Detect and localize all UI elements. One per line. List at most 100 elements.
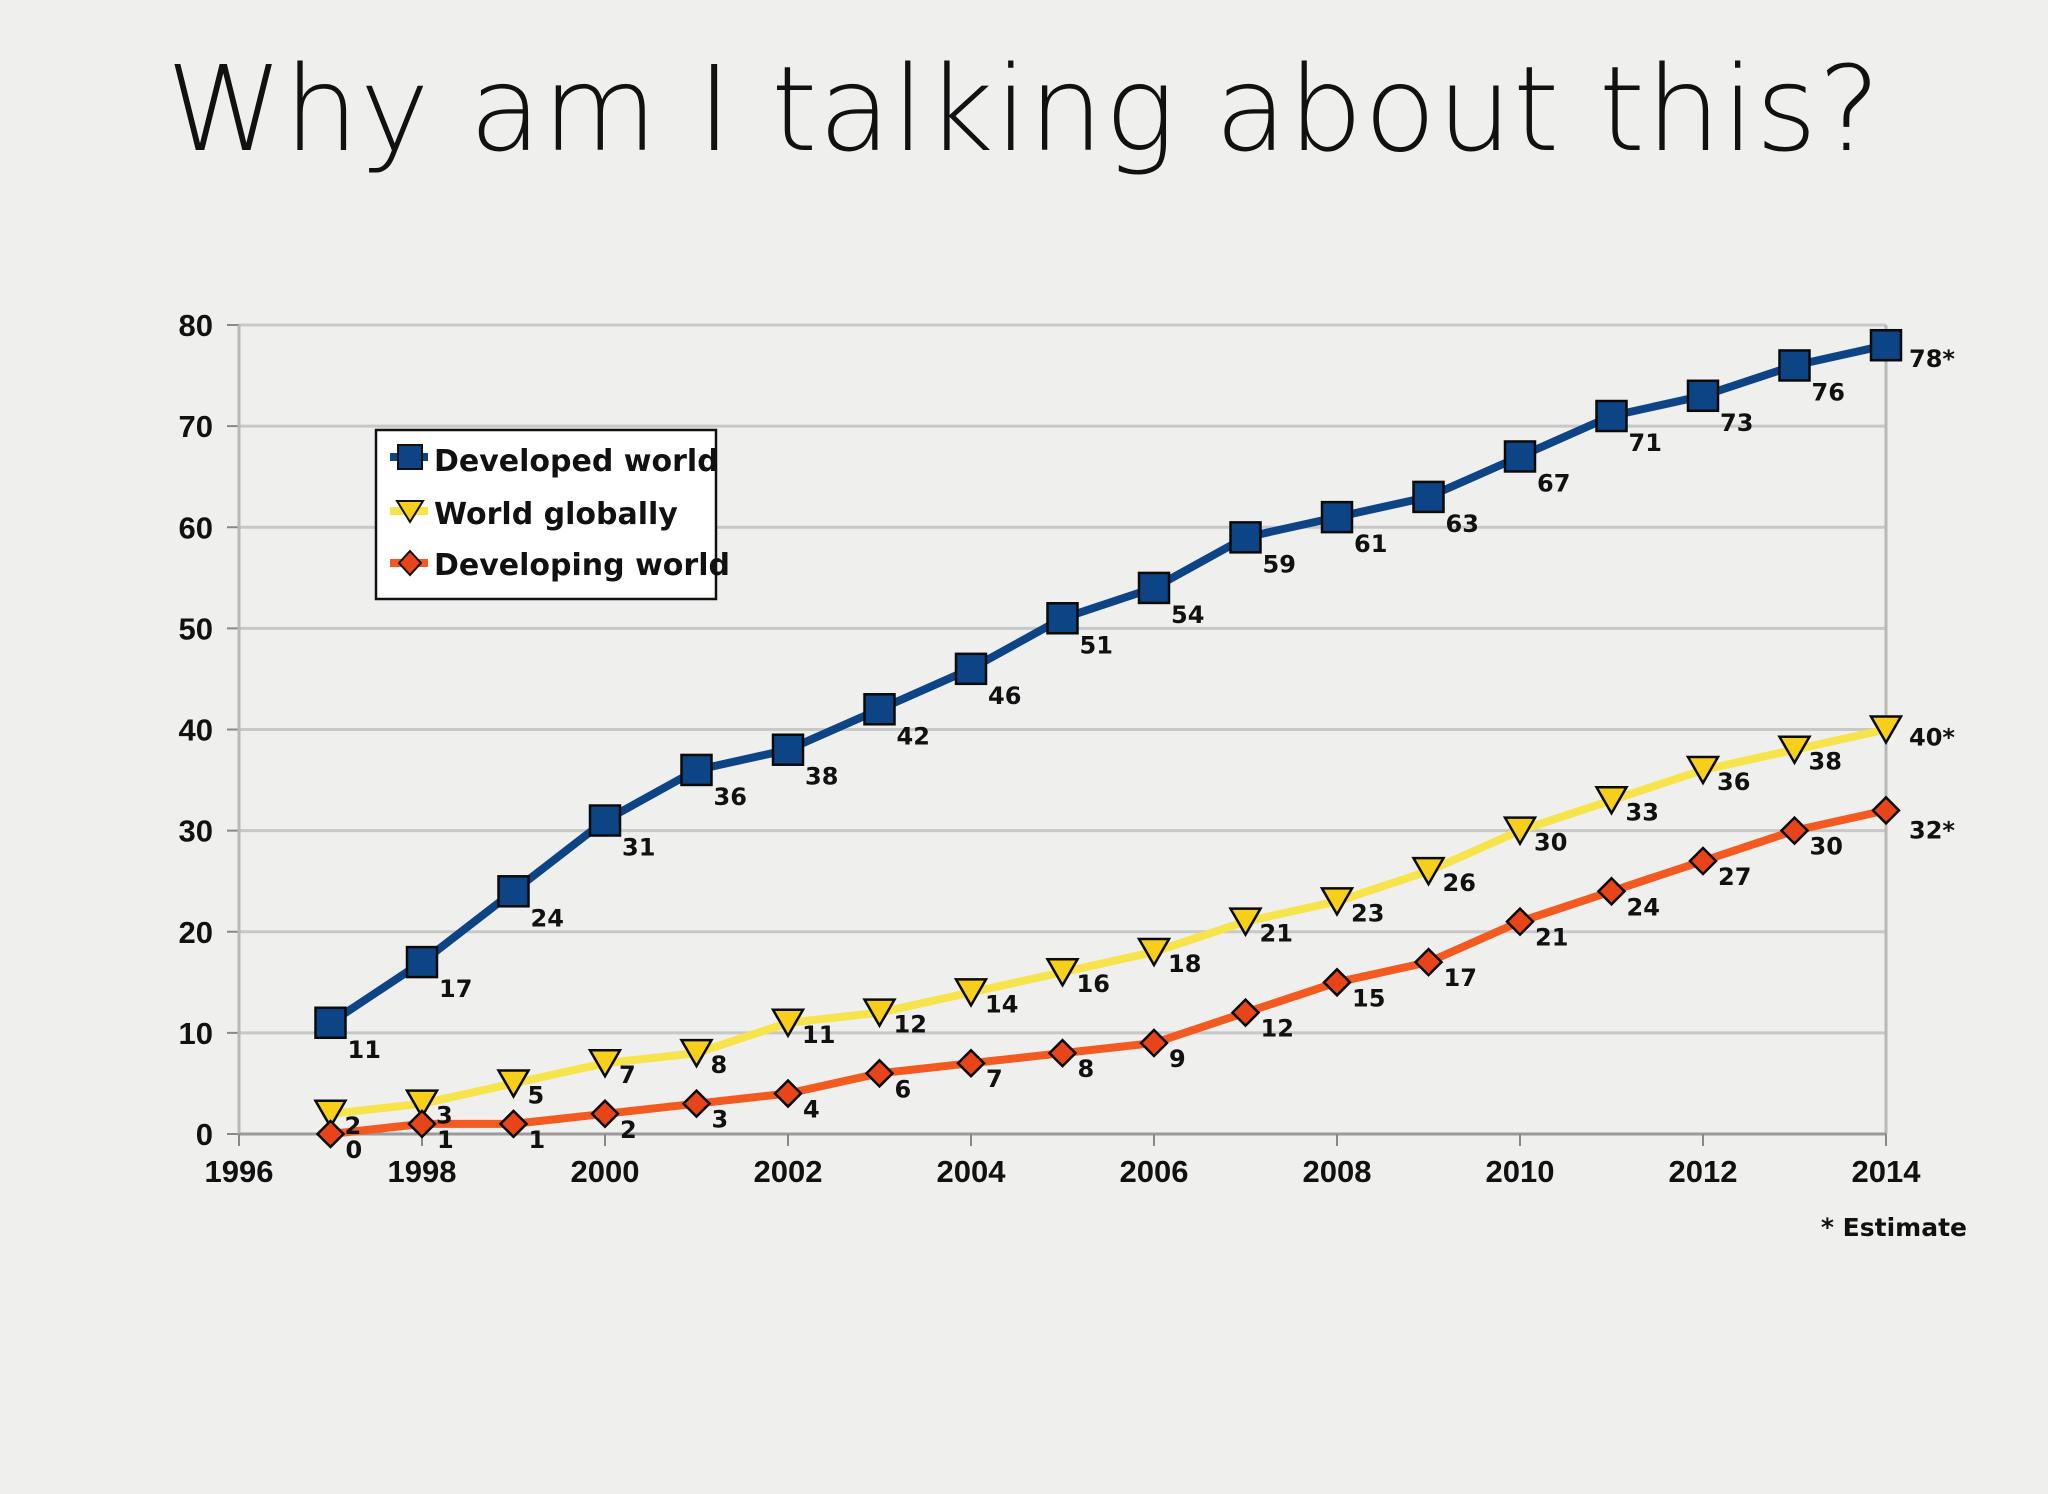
y-tick-label: 40: [179, 713, 213, 748]
y-tick-label: 70: [179, 409, 213, 444]
marker-developing: [407, 1109, 437, 1139]
marker-globally: [496, 1069, 531, 1099]
y-tick-label: 0: [196, 1117, 213, 1152]
marker-globally: [1045, 957, 1080, 988]
data-label-developing: 3: [712, 1106, 729, 1134]
data-label-globally: 23: [1351, 899, 1384, 927]
data-label-developing: 30: [1810, 833, 1843, 861]
marker-developed: [314, 1006, 347, 1040]
data-label-developed: 36: [714, 783, 747, 811]
y-tick-label: 10: [179, 1016, 213, 1051]
x-tick-label: 2006: [1120, 1154, 1189, 1189]
legend-diamond-marker-icon: [397, 549, 423, 577]
data-label-developing: 8: [1078, 1055, 1095, 1083]
marker-globally: [1594, 786, 1629, 816]
y-tick-label: 80: [179, 308, 213, 343]
series-line-developing: [326, 806, 1890, 1138]
marker-globally: [679, 1038, 714, 1069]
data-label-developing: 27: [1718, 863, 1751, 891]
marker-developed: [771, 733, 805, 766]
legend-triangle-marker-icon: [395, 500, 425, 524]
marker-globally: [1502, 816, 1538, 847]
marker-developing: [1139, 1028, 1169, 1058]
data-label-globally: 5: [528, 1081, 545, 1109]
data-label-developing: 17: [1444, 964, 1477, 992]
x-tick-label: 2008: [1303, 1154, 1372, 1189]
data-label-developing: 6: [895, 1075, 912, 1103]
marker-developing: [1505, 906, 1535, 937]
data-label-globally: 38: [1809, 748, 1842, 776]
data-label-developing: 15: [1352, 984, 1385, 1012]
data-label-developing: 1: [437, 1126, 454, 1154]
data-label-developing: 7: [986, 1065, 1003, 1093]
legend-label-developing: Developing world: [434, 548, 730, 583]
data-label-globally: 21: [1260, 920, 1293, 948]
data-label-globally: 11: [802, 1021, 835, 1049]
marker-globally: [404, 1089, 440, 1120]
data-label-developing: 32*: [1909, 816, 1955, 844]
legend: Developed world World globally Developin…: [374, 428, 730, 601]
data-label-developing: 2: [620, 1116, 637, 1144]
marker-developing: [1596, 876, 1627, 907]
data-label-globally: 30: [1534, 829, 1567, 857]
estimate-footnote: * Estimate: [1821, 1213, 1967, 1242]
data-label-developed: 24: [531, 904, 564, 932]
legend-item-globally: World globally: [390, 497, 678, 532]
data-label-developed: 59: [1263, 550, 1296, 578]
marker-developing: [681, 1088, 712, 1119]
legend-item-developed: Developed world: [390, 444, 719, 479]
marker-developed: [1137, 571, 1171, 605]
marker-developed: [863, 693, 896, 726]
data-label-developed: 38: [805, 763, 838, 791]
series-line-globally: [326, 725, 1890, 1118]
marker-developed: [1869, 328, 1903, 362]
data-label-globally: 3: [436, 1102, 453, 1130]
marker-developed: [588, 804, 622, 837]
marker-globally: [953, 978, 989, 1008]
legend-square-marker-icon: [397, 444, 423, 470]
marker-globally: [862, 998, 897, 1029]
marker-globally: [1319, 887, 1355, 917]
data-label-developed: 61: [1354, 530, 1387, 558]
marker-developing: [1779, 815, 1810, 846]
data-label-developed: 42: [897, 722, 930, 750]
x-tick-label: 2000: [571, 1154, 640, 1189]
y-tick-label: 60: [179, 510, 213, 545]
data-label-developing: 0: [346, 1136, 363, 1164]
data-label-developed: 51: [1080, 631, 1113, 659]
data-label-globally: 7: [619, 1061, 636, 1089]
data-label-developed: 31: [622, 834, 655, 862]
marker-globally: [770, 1008, 806, 1039]
data-label-developed: 71: [1629, 429, 1662, 457]
data-label-globally: 2: [345, 1112, 362, 1140]
data-label-developing: 9: [1169, 1045, 1186, 1073]
marker-developed: [1778, 349, 1811, 382]
marker-developed: [1686, 379, 1720, 413]
data-label-developed: 67: [1537, 469, 1570, 497]
data-label-globally: 26: [1443, 869, 1476, 897]
data-label-globally: 36: [1717, 768, 1750, 796]
marker-developed: [954, 652, 988, 686]
marker-globally: [1868, 715, 1904, 746]
data-label-developed: 46: [988, 682, 1021, 710]
data-label-developed: 63: [1446, 510, 1479, 538]
marker-globally: [313, 1099, 348, 1130]
data-label-developing: 24: [1627, 893, 1660, 921]
marker-developing: [1688, 846, 1718, 876]
marker-globally: [1411, 856, 1446, 887]
marker-developing: [864, 1058, 895, 1089]
marker-developed: [1046, 602, 1079, 635]
legend-label-developed: Developed world: [434, 444, 719, 479]
marker-globally: [1228, 907, 1263, 938]
data-label-developed: 54: [1171, 601, 1204, 629]
legend-item-developing: Developing world: [390, 548, 730, 583]
slide-title: Why am I talking about this?: [166, 40, 1882, 178]
marker-globally: [587, 1048, 623, 1079]
data-label-globally: 14: [985, 990, 1018, 1018]
x-tick-label: 2014: [1852, 1154, 1922, 1189]
marker-developing: [590, 1099, 620, 1129]
data-label-globally: 8: [711, 1051, 728, 1079]
